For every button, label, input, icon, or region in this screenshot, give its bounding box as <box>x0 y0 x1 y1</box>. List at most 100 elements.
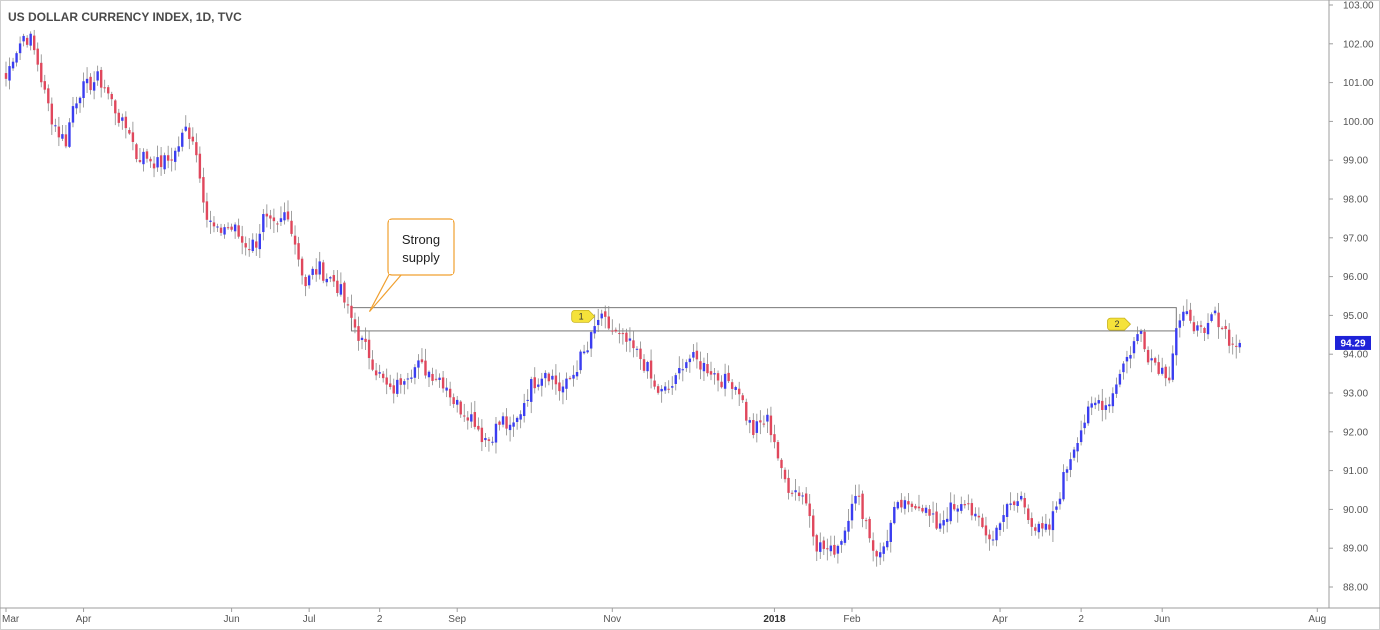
candle-body <box>1129 354 1132 359</box>
candle-body <box>632 340 635 349</box>
candle-body <box>593 326 596 334</box>
candle-body <box>374 370 378 376</box>
candle-body <box>974 513 977 517</box>
price-tick-label: 92.00 <box>1343 427 1368 438</box>
candle-body <box>202 177 205 203</box>
candle-body <box>184 126 187 131</box>
candle-body <box>681 369 684 371</box>
candle-body <box>286 211 290 220</box>
candle-body <box>649 360 653 379</box>
candle-body <box>554 375 558 385</box>
candle-body <box>956 508 959 512</box>
candle-body <box>1210 314 1213 321</box>
price-tick-label: 94.00 <box>1343 350 1368 361</box>
time-tick-label: 2018 <box>763 614 786 625</box>
candle-body <box>868 518 871 539</box>
candle-body <box>1090 403 1093 408</box>
candle-body <box>420 359 424 363</box>
candle-body <box>399 378 402 385</box>
candle-body <box>1005 504 1009 517</box>
price-tick-label: 100.00 <box>1343 117 1374 128</box>
last-price-label: 94.29 <box>1335 335 1371 350</box>
candle-body <box>427 371 431 378</box>
candle-body <box>730 382 734 389</box>
candle-body <box>99 69 103 88</box>
candle-body <box>910 503 914 507</box>
candle-body <box>1206 322 1210 335</box>
candle-body <box>903 500 907 509</box>
candle-body <box>692 352 695 358</box>
price-tick-label: 89.00 <box>1343 544 1368 555</box>
candle-body <box>1030 518 1033 527</box>
candle-body <box>611 330 614 332</box>
candle-body <box>36 48 39 65</box>
time-tick-label: Jun <box>224 614 240 625</box>
time-tick-label: Feb <box>843 614 861 625</box>
candle-body <box>752 420 755 435</box>
candle-body <box>262 214 265 233</box>
candle-body <box>741 395 744 401</box>
candle-body <box>191 136 195 142</box>
candle-body <box>688 358 692 363</box>
candle-body <box>1034 527 1037 531</box>
callout-text-line1: Strong <box>402 232 440 247</box>
candle-body <box>75 103 78 109</box>
candle-body <box>33 35 36 51</box>
candle-body <box>776 442 780 459</box>
candle-body <box>790 492 794 494</box>
touch-markers: 12 <box>571 310 1132 331</box>
candle-body <box>713 373 716 375</box>
candle-body <box>1118 373 1122 385</box>
time-tick-label: Jul <box>303 614 316 625</box>
candle-body <box>279 218 283 222</box>
candle-body <box>1146 349 1150 363</box>
candle-body <box>1227 329 1231 346</box>
candle-body <box>833 544 836 555</box>
candle-body <box>1002 515 1005 522</box>
candle-body <box>276 223 279 225</box>
candle-body <box>1136 334 1139 342</box>
time-tick-label: 2 <box>377 614 383 625</box>
candle-body <box>928 509 931 516</box>
candle-body <box>470 414 473 422</box>
candle-body <box>850 503 854 521</box>
touch-marker-label: 1 <box>579 311 584 321</box>
price-tick-label: 98.00 <box>1343 195 1368 206</box>
candle-body <box>124 116 128 129</box>
candle-body <box>315 269 318 275</box>
candle-body <box>68 122 71 147</box>
candle-body <box>671 386 674 388</box>
candle-body <box>660 388 663 392</box>
candle-body <box>1037 523 1041 533</box>
candle-body <box>628 338 632 341</box>
candle-body <box>494 423 498 443</box>
candle-body <box>738 388 741 395</box>
candle-body <box>1192 322 1196 332</box>
candle-body <box>900 499 903 508</box>
candle-body <box>1023 498 1026 508</box>
candle-body <box>1079 430 1083 443</box>
candle-body <box>558 382 561 392</box>
candle-body <box>1115 384 1118 394</box>
candle-body <box>783 469 787 480</box>
price-axis: 103.00 102.00 101.00 100.00 99.00 98.00 97.00 9… <box>1329 1 1374 594</box>
candle-body <box>597 319 600 326</box>
candle-body <box>343 282 346 303</box>
candle-body <box>561 386 565 393</box>
time-axis: Mar Apr Jun Jul 2 Sep Nov 2018 Feb Apr 2 Jun Aug <box>2 608 1326 625</box>
candle-body <box>456 399 459 405</box>
candle-body <box>875 551 878 557</box>
candle-body <box>967 503 970 505</box>
candle-body <box>1111 393 1115 407</box>
candle-body <box>1139 331 1143 334</box>
candle-body <box>991 539 995 541</box>
candle-body <box>367 339 371 359</box>
candle-body <box>1125 356 1129 362</box>
candle-body <box>1058 498 1062 505</box>
candle-body <box>290 220 293 234</box>
candle-body <box>4 73 8 79</box>
price-tick-label: 102.00 <box>1343 39 1374 50</box>
annotations: Strong supply <box>368 218 455 313</box>
candle-body <box>759 420 762 423</box>
candle-body <box>325 278 328 283</box>
